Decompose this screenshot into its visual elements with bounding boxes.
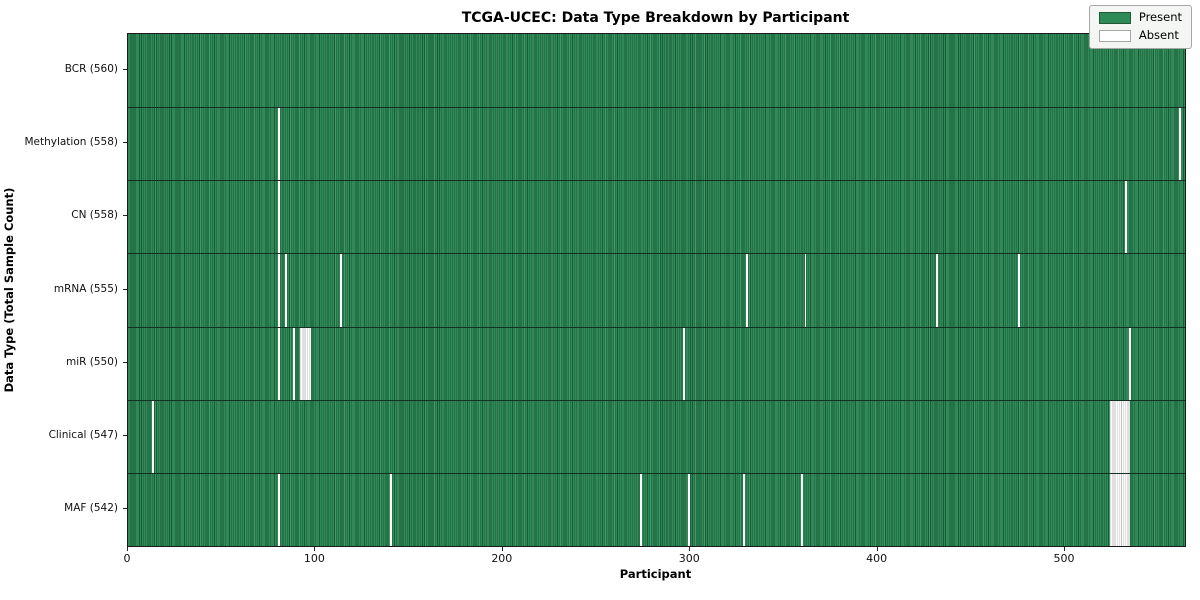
absent-gap <box>339 254 342 327</box>
y-tick-label: BCR (560) <box>64 63 118 76</box>
present-fill <box>128 400 1185 473</box>
legend-absent-label: Absent <box>1138 28 1179 43</box>
absent-gap <box>800 473 803 546</box>
x-tick-mark <box>127 546 128 551</box>
y-tick-mark <box>122 142 127 144</box>
absent-gap <box>277 181 280 254</box>
chart-title: TCGA-UCEC: Data Type Breakdown by Partic… <box>461 10 850 26</box>
absent-gap <box>390 473 393 546</box>
present-fill <box>128 34 1185 108</box>
absent-gap <box>1179 108 1182 181</box>
legend-entry-present: Present <box>1098 10 1182 25</box>
y-tick-label: Clinical (547) <box>48 428 118 441</box>
x-tick-mark <box>876 546 878 551</box>
x-tick-label: 200 <box>491 552 513 565</box>
heatmap-row-mrna <box>128 253 1185 327</box>
absent-gap <box>292 327 295 400</box>
y-tick-mark <box>122 288 127 290</box>
y-tick-label: MAF (542) <box>64 501 118 514</box>
absent-gap <box>277 254 280 327</box>
heatmap-row-bcr <box>128 34 1185 108</box>
y-tick-mark <box>122 434 127 436</box>
y-tick-mark <box>122 507 127 509</box>
legend-absent-swatch-icon <box>1098 30 1131 42</box>
y-tick-mark <box>122 215 127 217</box>
heatmap-row-clinical <box>128 399 1185 473</box>
legend-present-label: Present <box>1138 10 1182 25</box>
x-tick-label: 100 <box>303 552 325 565</box>
absent-gap <box>688 473 691 546</box>
x-tick-label: 0 <box>123 552 131 565</box>
x-tick-mark <box>501 546 503 551</box>
absent-gap <box>1128 327 1131 400</box>
heatmap-row-mir <box>128 326 1185 400</box>
absent-gap <box>277 327 280 400</box>
y-tick-label: miR (550) <box>65 355 118 368</box>
legend-entry-absent: Absent <box>1098 28 1182 43</box>
absent-gap <box>746 254 749 327</box>
x-tick-mark <box>314 546 316 551</box>
plot-area <box>127 33 1186 547</box>
absent-gap <box>300 327 312 400</box>
x-tick-label: 300 <box>678 552 700 565</box>
absent-gap <box>639 473 642 546</box>
y-tick-mark <box>122 69 127 71</box>
present-fill <box>128 473 1185 546</box>
x-tick-mark <box>1064 546 1066 551</box>
absent-gap <box>935 254 938 327</box>
present-fill <box>128 327 1185 400</box>
absent-gap <box>285 254 288 327</box>
absent-gap <box>682 327 685 400</box>
y-tick-label: CN (558) <box>71 209 118 222</box>
absent-gap <box>277 108 280 181</box>
x-tick-label: 500 <box>1053 552 1075 565</box>
absent-gap <box>1110 473 1131 546</box>
absent-gap <box>152 400 155 473</box>
x-tick-label: 400 <box>866 552 888 565</box>
y-tick-label: Methylation (558) <box>24 136 118 149</box>
absent-gap <box>1110 400 1131 473</box>
y-tick-mark <box>122 361 127 363</box>
absent-gap <box>277 473 280 546</box>
absent-gap <box>1125 181 1127 254</box>
absent-gap <box>804 254 807 327</box>
legend-present-swatch-icon <box>1098 12 1131 24</box>
x-axis-label: Participant <box>619 567 692 581</box>
heatmap-row-methylation <box>128 107 1185 181</box>
absent-gap <box>1018 254 1021 327</box>
present-fill <box>128 254 1185 327</box>
present-fill <box>128 181 1185 254</box>
heatmap-row-cn <box>128 180 1185 254</box>
y-tick-label: mRNA (555) <box>53 282 118 295</box>
heatmap-row-maf <box>128 472 1185 546</box>
present-fill <box>128 108 1185 181</box>
x-tick-mark <box>689 546 691 551</box>
absent-gap <box>742 473 745 546</box>
legend: Present Absent <box>1088 5 1192 49</box>
